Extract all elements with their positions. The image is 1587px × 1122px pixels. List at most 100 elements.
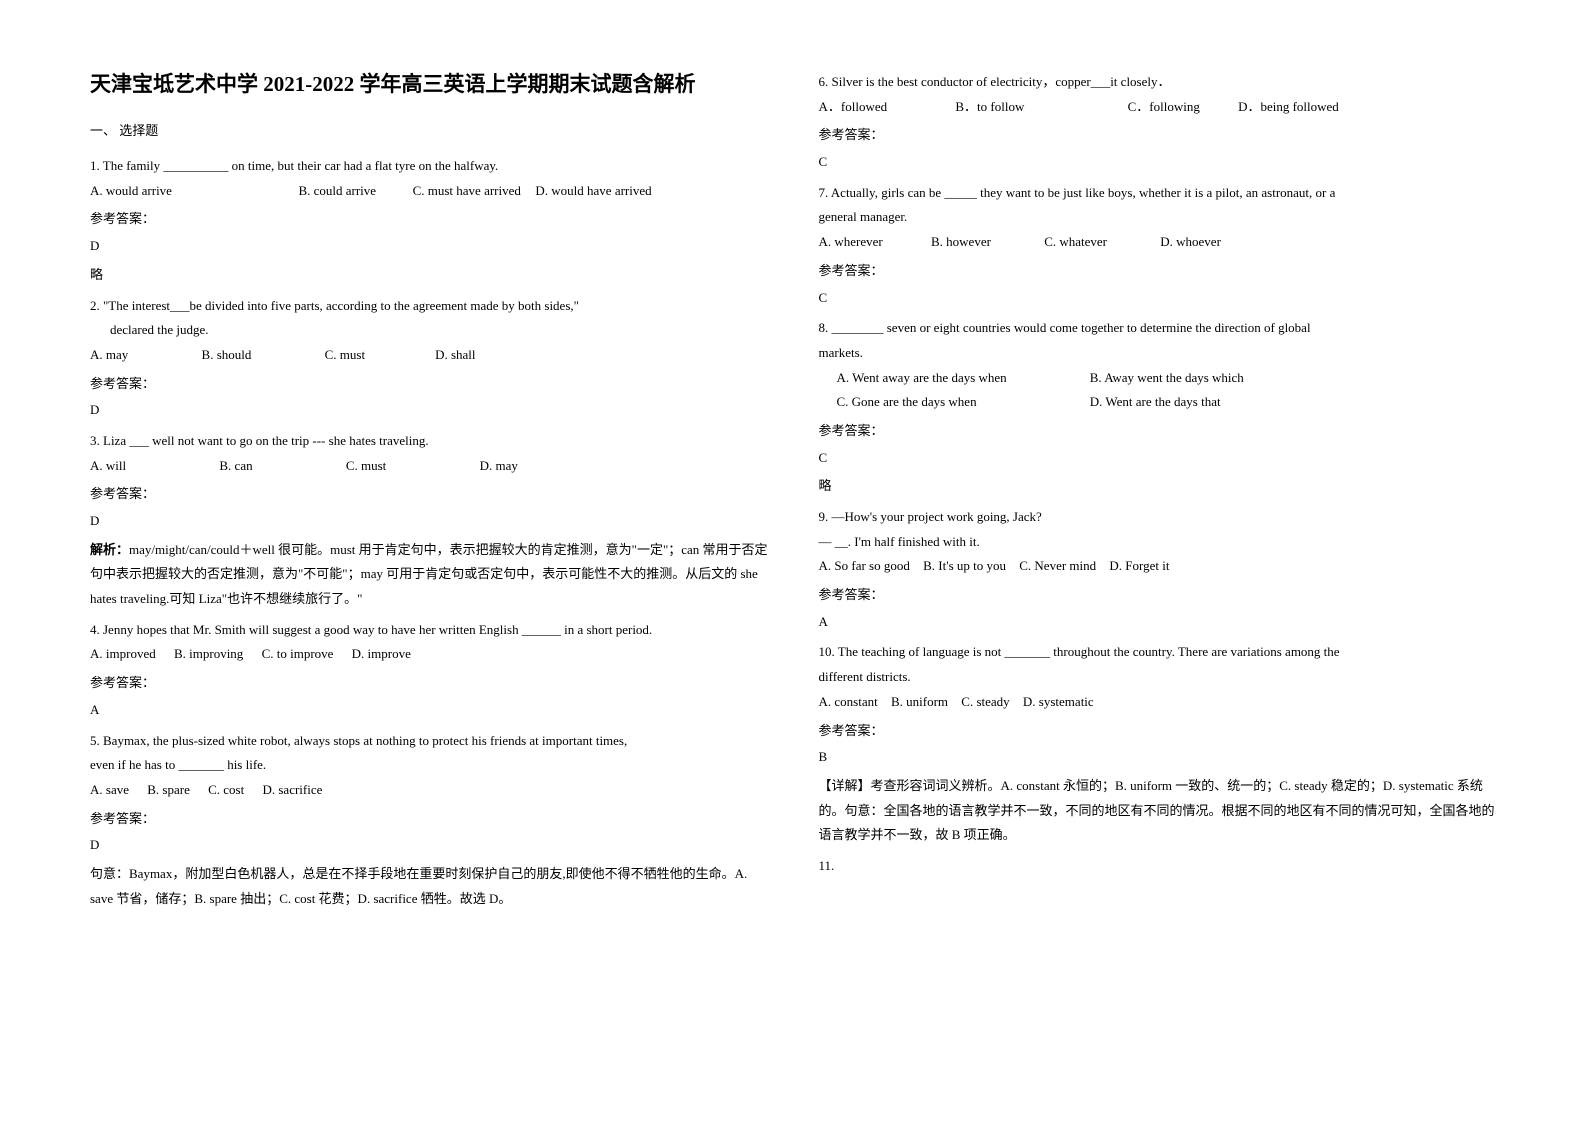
q3-opt-d: D. may: [480, 454, 518, 479]
q2-opt-c: C. must: [325, 343, 365, 368]
q10-stem1: 10. The teaching of language is not ____…: [819, 640, 1498, 665]
section-heading: 一、 选择题: [90, 119, 769, 144]
q7-stem2: general manager.: [819, 205, 1498, 230]
q3-answer: D: [90, 509, 769, 534]
q7-opt-b: B. however: [931, 230, 991, 255]
q10-stem2: different districts.: [819, 665, 1498, 690]
question-text: 7. Actually, girls can be _____ they wan…: [819, 181, 1498, 230]
q1-opt-b: B. could arrive: [298, 183, 376, 198]
q8-opt-c: C. Gone are the days when: [837, 390, 1087, 415]
q3-opt-a: A. will: [90, 454, 126, 479]
question-text: 2. "The interest___be divided into five …: [90, 294, 769, 343]
q5-stem1: 5. Baymax, the plus-sized white robot, a…: [90, 729, 769, 754]
q6-answer: C: [819, 150, 1498, 175]
q6-opt-d: D．being followed: [1238, 95, 1339, 120]
q7-answer: C: [819, 286, 1498, 311]
q10-opt-b: B. uniform: [891, 690, 948, 715]
q3-explain: 解析：may/might/can/could＋well 很可能。must 用于肯…: [90, 538, 769, 612]
answer-label: 参考答案：: [90, 807, 769, 832]
q6-opt-b: B．to follow: [955, 95, 1024, 120]
explain-label: 解析：: [90, 542, 129, 557]
q8-note: 略: [819, 474, 1498, 499]
q4-stem: 4. Jenny hopes that Mr. Smith will sugge…: [90, 618, 769, 643]
q7-stem1: 7. Actually, girls can be _____ they wan…: [819, 181, 1498, 206]
answer-label: 参考答案：: [90, 372, 769, 397]
q3-options: A. will B. can C. must D. may: [90, 454, 769, 479]
q2-stem2: declared the judge.: [90, 318, 769, 343]
answer-label: 参考答案：: [819, 719, 1498, 744]
q4-opt-c: C. to improve: [262, 642, 334, 667]
q5-opt-d: D. sacrifice: [262, 778, 322, 803]
q10-answer: B: [819, 745, 1498, 770]
question-text: 10. The teaching of language is not ____…: [819, 640, 1498, 689]
q4-opt-d: D. improve: [352, 642, 411, 667]
q4-opt-a: A. improved: [90, 642, 156, 667]
answer-label: 参考答案：: [819, 419, 1498, 444]
q9-options: A. So far so good B. It's up to you C. N…: [819, 554, 1498, 579]
q9-answer: A: [819, 610, 1498, 635]
question-text: 9. —How's your project work going, Jack?…: [819, 505, 1498, 554]
q9-stem1: 9. —How's your project work going, Jack?: [819, 505, 1498, 530]
left-column: 天津宝坻艺术中学 2021-2022 学年高三英语上学期期末试题含解析 一、 选…: [90, 70, 769, 911]
answer-label: 参考答案：: [819, 259, 1498, 284]
q2-opt-b: B. should: [202, 343, 252, 368]
q5-answer: D: [90, 833, 769, 858]
document-title: 天津宝坻艺术中学 2021-2022 学年高三英语上学期期末试题含解析: [90, 70, 769, 99]
q10-opt-a: A. constant: [819, 690, 878, 715]
q1-opt-d: D. would have arrived: [535, 183, 651, 198]
question-text: 8. ________ seven or eight countries wou…: [819, 316, 1498, 365]
q7-options: A. wherever B. however C. whatever D. wh…: [819, 230, 1498, 255]
q1-opt-c: C. must have arrived: [413, 183, 521, 198]
question-text: 5. Baymax, the plus-sized white robot, a…: [90, 729, 769, 778]
answer-label: 参考答案：: [90, 207, 769, 232]
q2-opt-a: A. may: [90, 343, 128, 368]
q5-stem2: even if he has to _______ his life.: [90, 753, 769, 778]
q6-options: A．followed B．to follow C．following D．bei…: [819, 95, 1498, 120]
q7-opt-c: C. whatever: [1044, 230, 1107, 255]
q8-opt-b: B. Away went the days which: [1090, 370, 1244, 385]
q4-answer: A: [90, 698, 769, 723]
answer-label: 参考答案：: [90, 482, 769, 507]
q2-opt-d: D. shall: [435, 343, 475, 368]
q1-stem: 1. The family __________ on time, but th…: [90, 158, 498, 173]
q8-answer: C: [819, 446, 1498, 471]
q8-stem1: 8. ________ seven or eight countries wou…: [819, 316, 1498, 341]
answer-label: 参考答案：: [819, 123, 1498, 148]
question-text: 1. The family __________ on time, but th…: [90, 154, 769, 203]
q8-opt-d: D. Went are the days that: [1090, 394, 1221, 409]
q10-opt-c: C. steady: [961, 690, 1009, 715]
q9-opt-b: B. It's up to you: [923, 554, 1006, 579]
q6-opt-c: C．following: [1128, 95, 1200, 120]
q8-options-row1: A. Went away are the days when B. Away w…: [819, 366, 1498, 391]
q8-stem2: markets.: [819, 341, 1498, 366]
q10-explain: 【详解】考查形容词词义辨析。A. constant 永恒的；B. uniform…: [819, 774, 1498, 848]
q2-stem: 2. "The interest___be divided into five …: [90, 294, 769, 319]
q9-opt-d: D. Forget it: [1109, 554, 1169, 579]
q1-note: 略: [90, 263, 769, 288]
q8-options-row2: C. Gone are the days when D. Went are th…: [819, 390, 1498, 415]
q4-opt-b: B. improving: [174, 642, 243, 667]
q2-answer: D: [90, 398, 769, 423]
q7-opt-d: D. whoever: [1160, 230, 1221, 255]
q4-options: A. improved B. improving C. to improve D…: [90, 642, 769, 667]
q3-opt-c: C. must: [346, 454, 386, 479]
q5-explain: 句意：Baymax，附加型白色机器人，总是在不择手段地在重要时刻保护自己的朋友,…: [90, 862, 769, 911]
q3-explain-text: may/might/can/could＋well 很可能。must 用于肯定句中…: [90, 542, 768, 606]
q5-opt-c: C. cost: [208, 778, 244, 803]
q2-options: A. may B. should C. must D. shall: [90, 343, 769, 368]
q5-options: A. save B. spare C. cost D. sacrifice: [90, 778, 769, 803]
q1-opt-a: A. would arrive: [90, 183, 172, 198]
q6-stem: 6. Silver is the best conductor of elect…: [819, 70, 1498, 95]
right-column: 6. Silver is the best conductor of elect…: [819, 70, 1498, 911]
document-page: 天津宝坻艺术中学 2021-2022 学年高三英语上学期期末试题含解析 一、 选…: [0, 0, 1587, 951]
q9-stem2: — __. I'm half finished with it.: [819, 530, 1498, 555]
answer-label: 参考答案：: [90, 671, 769, 696]
q5-opt-b: B. spare: [147, 778, 190, 803]
q3-stem: 3. Liza ___ well not want to go on the t…: [90, 429, 769, 454]
q3-opt-b: B. can: [219, 454, 252, 479]
q11-stem: 11.: [819, 854, 1498, 879]
q10-opt-d: D. systematic: [1023, 690, 1094, 715]
answer-label: 参考答案：: [819, 583, 1498, 608]
q8-opt-a: A. Went away are the days when: [837, 366, 1087, 391]
q6-opt-a: A．followed: [819, 95, 888, 120]
